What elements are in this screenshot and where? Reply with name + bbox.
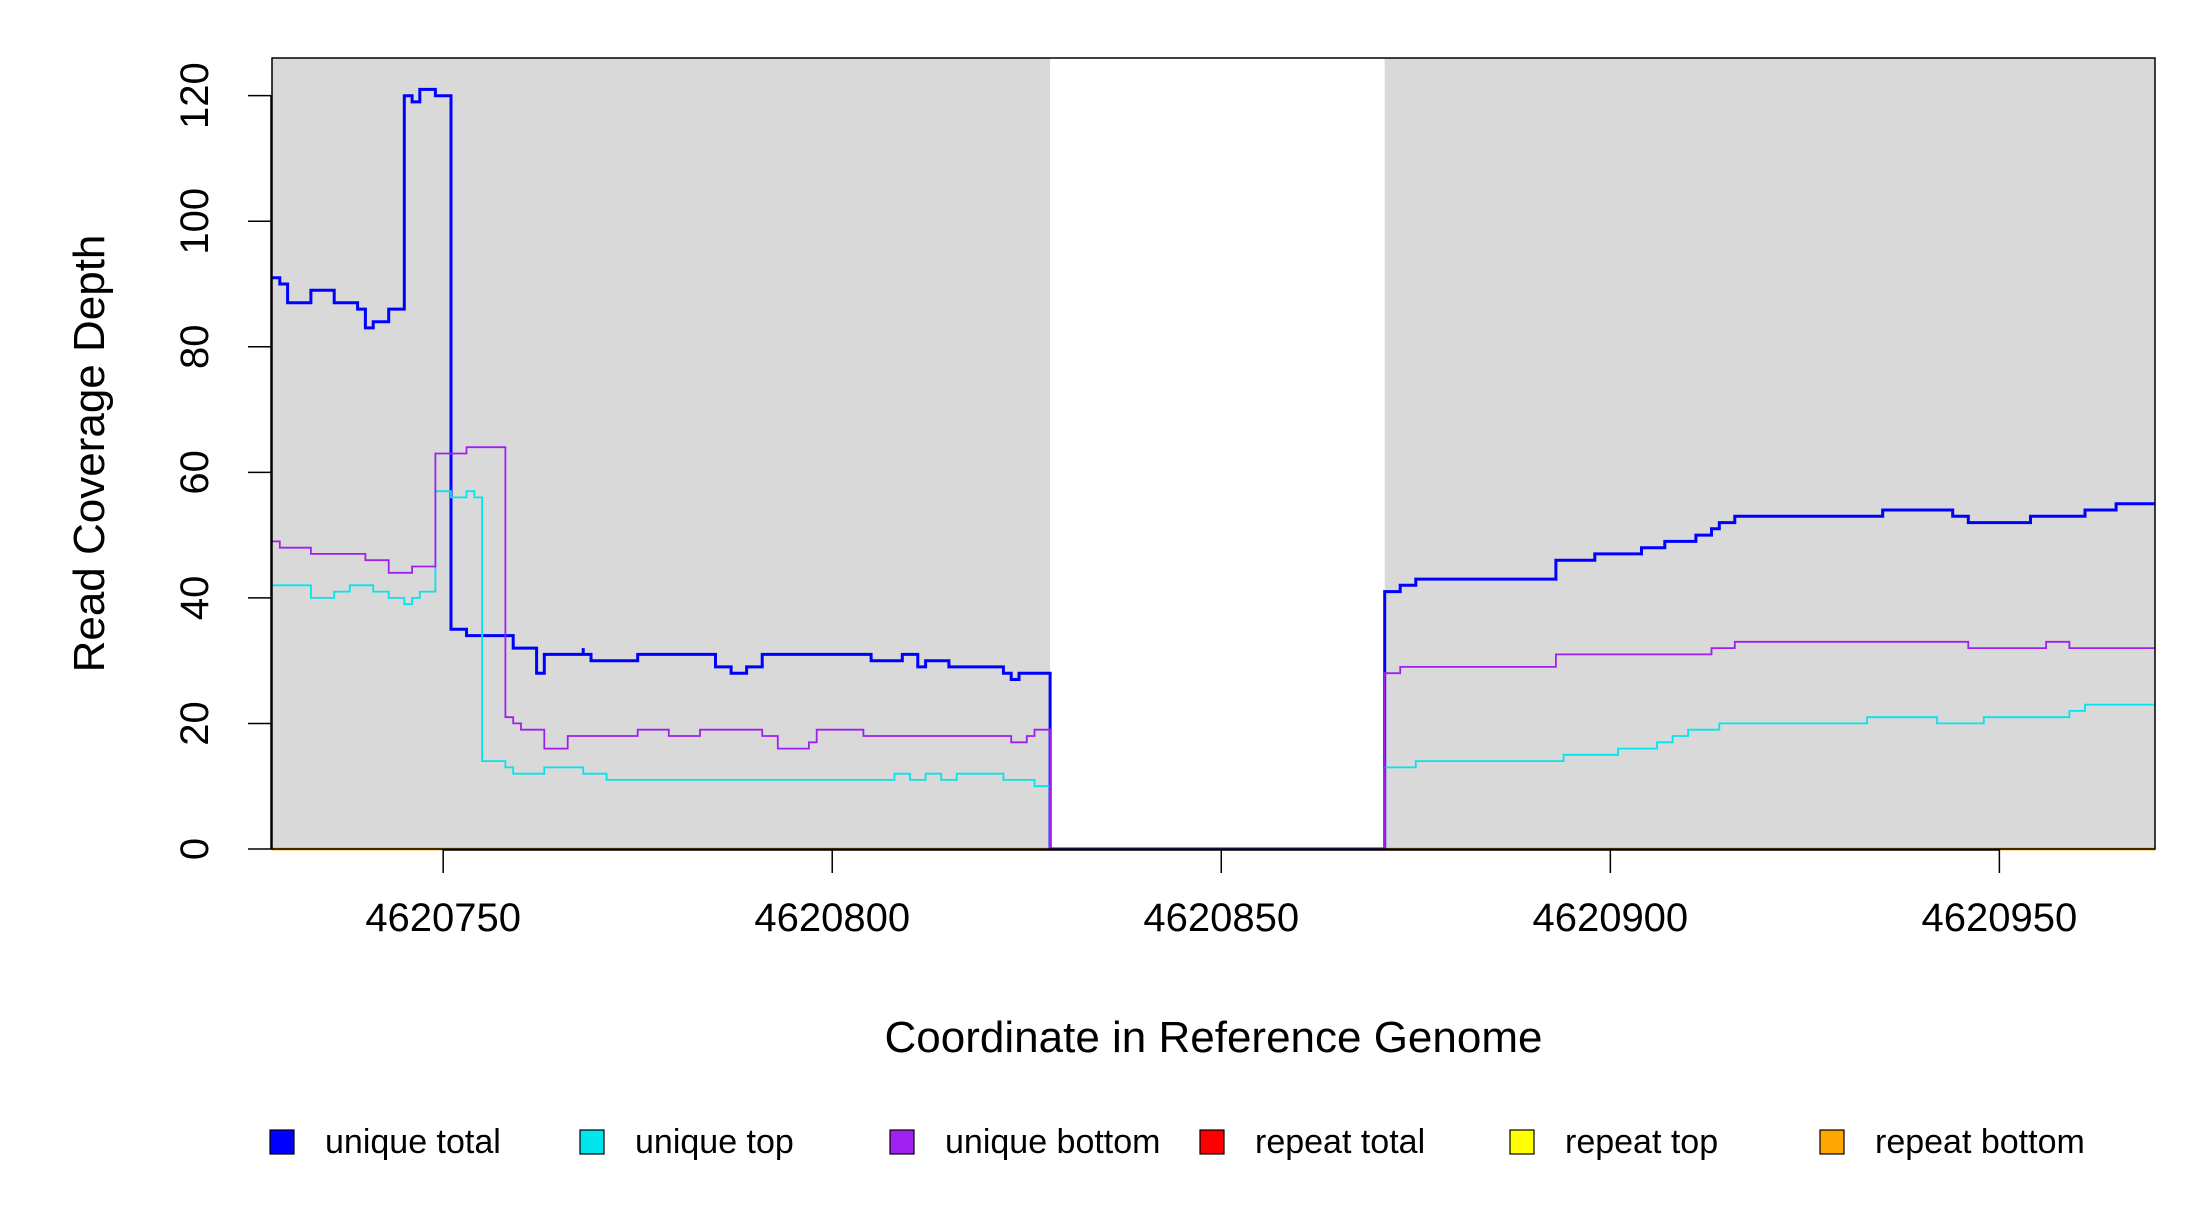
legend-swatch <box>1509 1129 1535 1155</box>
series-line-unique-bottom <box>272 446 2155 850</box>
legend-item-unique-bottom: unique bottom <box>889 1123 1161 1161</box>
legend-label: unique top <box>635 1123 794 1161</box>
x-tick-label: 4620900 <box>1532 896 1688 940</box>
legend-swatch <box>1199 1129 1225 1155</box>
legend-swatch <box>889 1129 915 1155</box>
legend-item-repeat-top: repeat top <box>1509 1123 1718 1161</box>
legend-item-unique-total: unique total <box>269 1123 501 1161</box>
series-line-unique-total <box>272 87 2155 851</box>
legend-swatch <box>1819 1129 1845 1155</box>
x-axis-label: Coordinate in Reference Genome <box>885 1013 1543 1062</box>
legend-label: repeat top <box>1565 1123 1718 1161</box>
legend-label: unique total <box>325 1123 501 1161</box>
legend-label: repeat bottom <box>1875 1123 2085 1161</box>
y-tick-label: 40 <box>173 576 217 621</box>
y-tick-label: 120 <box>173 62 217 129</box>
y-tick-label: 80 <box>173 325 217 370</box>
legend-item-repeat-bottom: repeat bottom <box>1819 1123 2085 1161</box>
y-tick-label: 0 <box>173 838 217 860</box>
y-tick-label: 100 <box>173 188 217 255</box>
y-tick-label: 20 <box>173 701 217 746</box>
y-axis-label: Read Coverage Depth <box>65 235 114 673</box>
x-tick-label: 4620850 <box>1143 896 1299 940</box>
legend-swatch <box>269 1129 295 1155</box>
legend-swatch <box>579 1129 605 1155</box>
plot-frame <box>271 57 2156 850</box>
legend-item-unique-top: unique top <box>579 1123 794 1161</box>
x-tick-label: 4620950 <box>1922 896 2078 940</box>
x-tick-label: 4620800 <box>754 896 910 940</box>
y-axis: 0 20 40 60 80 100 120 <box>173 62 272 860</box>
x-axis: 4620750 4620800 4620850 4620900 4620950 <box>365 849 2077 940</box>
legend: unique total unique top unique bottom repea… <box>269 1123 2085 1161</box>
x-tick-label: 4620750 <box>365 896 521 940</box>
unshaded-region <box>1050 58 1385 849</box>
legend-label: repeat total <box>1255 1123 1425 1161</box>
legend-item-repeat-total: repeat total <box>1199 1123 1425 1161</box>
y-tick-label: 60 <box>173 450 217 495</box>
series-line-unique-top <box>272 490 2155 850</box>
legend-label: unique bottom <box>945 1123 1161 1161</box>
